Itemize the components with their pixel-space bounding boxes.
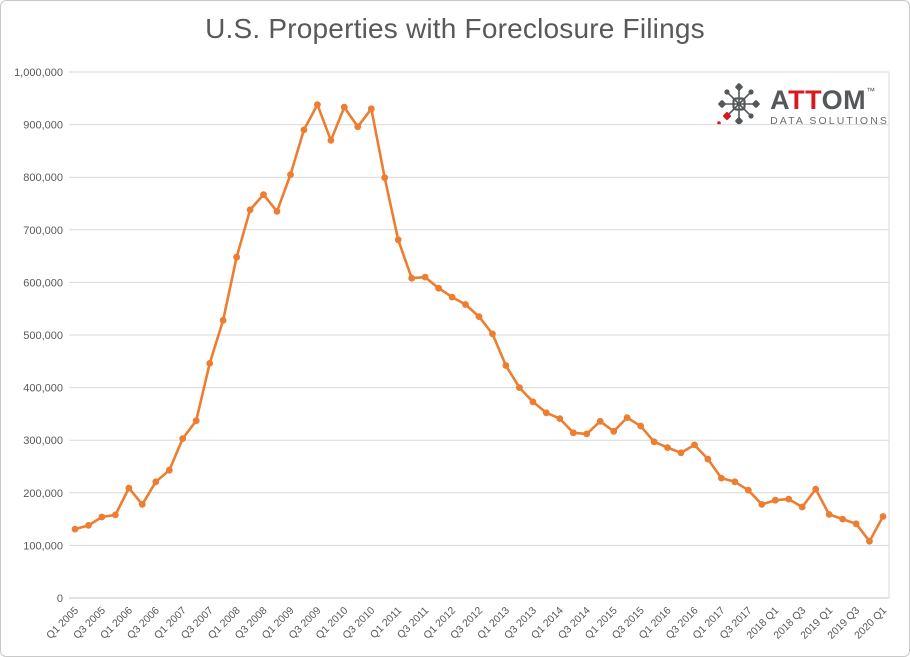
svg-text:100,000: 100,000 <box>23 540 63 552</box>
data-point-marker <box>435 284 442 292</box>
svg-text:400,000: 400,000 <box>23 383 63 395</box>
data-point-marker <box>664 444 671 451</box>
data-point-marker <box>879 513 887 520</box>
atom-icon <box>716 81 762 132</box>
data-point-marker <box>448 293 456 301</box>
data-point-marker <box>812 485 820 493</box>
data-point-marker <box>704 455 712 463</box>
data-point-marker <box>152 478 160 486</box>
data-point-marker <box>583 430 591 438</box>
svg-text:500,000: 500,000 <box>23 330 63 342</box>
brand-subtitle: DATA SOLUTIONS <box>770 114 889 127</box>
data-point-marker <box>852 520 860 528</box>
data-point-marker <box>192 417 200 425</box>
data-point-marker <box>556 415 564 422</box>
data-point-marker <box>462 301 469 308</box>
data-point-marker <box>529 398 537 406</box>
data-point-marker <box>475 313 483 320</box>
data-point-marker <box>542 409 550 417</box>
data-point-marker <box>206 360 214 367</box>
brand-letters-tt: TT <box>788 84 822 115</box>
svg-text:200,000: 200,000 <box>23 488 63 500</box>
brand-letter-a: A <box>770 84 789 115</box>
data-point-marker <box>138 501 146 508</box>
chart-title: U.S. Properties with Foreclosure Filings <box>205 13 705 44</box>
data-point-marker <box>650 438 658 446</box>
data-point-marker <box>300 126 308 134</box>
data-point-marker <box>839 515 846 523</box>
data-point-marker <box>744 486 752 494</box>
data-point-marker <box>246 206 254 214</box>
data-point-marker <box>233 253 241 261</box>
brand-letters-om: OM <box>821 84 867 115</box>
svg-text:300,000: 300,000 <box>23 435 63 447</box>
data-point-marker <box>314 101 321 108</box>
data-point-marker <box>610 427 618 435</box>
data-point-marker <box>340 103 348 111</box>
data-point-marker <box>260 191 267 199</box>
trademark-symbol: ™ <box>866 85 876 96</box>
gridlines <box>69 71 890 599</box>
data-point-marker <box>785 495 793 503</box>
data-point-marker <box>125 484 133 492</box>
svg-text:1,000,000: 1,000,000 <box>14 67 63 79</box>
data-point-marker <box>165 466 173 474</box>
data-line <box>73 103 885 543</box>
data-point-marker <box>381 174 389 182</box>
data-point-marker <box>327 137 335 144</box>
data-point-marker <box>866 537 873 545</box>
data-point-marker <box>112 511 119 519</box>
data-point-marker <box>677 449 685 457</box>
data-point-marker <box>354 123 362 131</box>
data-point-marker <box>408 274 416 282</box>
data-point-marker <box>718 474 725 482</box>
data-point-marker <box>691 441 698 449</box>
data-point-marker <box>771 496 779 504</box>
data-points <box>71 101 887 545</box>
data-point-marker <box>825 511 833 518</box>
data-point-marker <box>287 171 294 179</box>
data-point-marker <box>516 384 523 391</box>
svg-text:0: 0 <box>57 593 63 605</box>
data-point-marker <box>367 105 375 113</box>
data-point-marker <box>623 414 631 421</box>
data-point-marker <box>637 422 644 430</box>
data-point-marker <box>98 513 106 521</box>
data-point-marker <box>273 208 281 215</box>
svg-text:600,000: 600,000 <box>23 277 63 289</box>
brand-wordmark: ATTOM™ <box>770 84 889 115</box>
data-point-marker <box>421 273 429 281</box>
data-point-marker <box>85 522 92 529</box>
data-point-marker <box>731 478 739 486</box>
data-point-marker <box>596 417 604 425</box>
data-point-marker <box>758 501 766 508</box>
y-axis-labels: 0 100,000 200,000 300,000 400,000 500,000 600,… <box>14 67 63 605</box>
data-point-marker <box>798 503 806 511</box>
svg-text:800,000: 800,000 <box>23 172 63 184</box>
svg-text:700,000: 700,000 <box>23 225 63 237</box>
data-point-marker <box>489 330 496 338</box>
svg-text:900,000: 900,000 <box>23 120 63 132</box>
data-point-marker <box>394 236 402 244</box>
data-point-marker <box>569 429 577 437</box>
data-point-marker <box>219 316 227 324</box>
data-point-marker <box>179 435 187 442</box>
data-point-marker <box>71 525 79 533</box>
attom-logo: ATTOM™ DATA SOLUTIONS <box>716 81 889 132</box>
data-point-marker <box>502 362 510 369</box>
